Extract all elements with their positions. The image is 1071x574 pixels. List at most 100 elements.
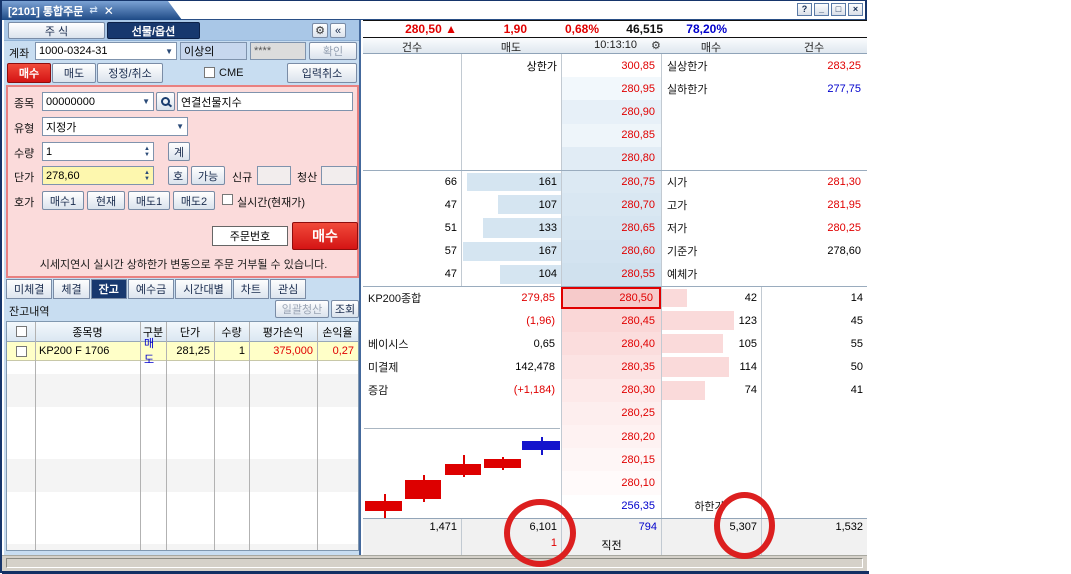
price-cell[interactable]: 280,85 — [561, 123, 661, 147]
mini-candle-chart — [364, 428, 560, 518]
price-cell[interactable]: 280,95 — [561, 77, 661, 101]
table-row[interactable]: KP200 F 1706 매도 281,25 1 375,000 0,27 — [7, 338, 358, 366]
quote-button-2[interactable]: 매도1 — [128, 191, 170, 210]
search-icon — [161, 97, 170, 106]
settings-gear-icon[interactable]: ⚙ — [312, 23, 328, 38]
limit-label-cell — [461, 146, 561, 170]
tab-buy[interactable]: 매수 — [7, 63, 51, 83]
tab-futures-options[interactable]: 선물/옵션 — [107, 22, 200, 39]
buy-header: 매수 — [700, 42, 722, 54]
price-cell[interactable]: 280,90 — [561, 100, 661, 124]
sell-volume-cell[interactable]: 167 — [461, 239, 561, 263]
code-search-button[interactable] — [156, 92, 175, 111]
price-cell[interactable]: 280,40 — [561, 332, 661, 356]
tab-balance[interactable]: 잔고 — [90, 279, 127, 299]
sell-volume-cell[interactable]: 107 — [461, 193, 561, 217]
collapse-button[interactable]: « — [330, 23, 346, 38]
cell-name: KP200 F 1706 — [39, 345, 110, 357]
order-type-select[interactable]: 지정가 ▼ — [42, 117, 188, 136]
price-stepper[interactable]: 278,60 ▲ ▼ — [42, 166, 154, 185]
tab-by-time[interactable]: 시간대별 — [175, 279, 232, 299]
limit-label-cell — [661, 471, 761, 495]
sell-volume-cell[interactable]: 161 — [461, 170, 561, 194]
price-cell[interactable]: 280,60 — [561, 239, 661, 263]
price-change: 1,90 — [503, 22, 527, 36]
quantity-stepper[interactable]: 1 ▲ ▼ — [42, 142, 154, 161]
tab-sell[interactable]: 매도 — [52, 63, 96, 83]
maximize-button[interactable]: □ — [831, 3, 846, 16]
candle-body — [484, 459, 521, 468]
tab-watch[interactable]: 관심 — [269, 279, 307, 299]
tab-close-icon[interactable]: ✕ — [103, 3, 114, 18]
price-cell[interactable]: 280,45 — [561, 309, 661, 333]
sell-count-cell — [363, 124, 461, 147]
info-value: 278,60 — [827, 245, 861, 258]
buy-volume-cell[interactable]: 105 — [661, 332, 761, 356]
select-all-checkbox[interactable] — [7, 322, 35, 341]
book-settings-gear-icon[interactable]: ⚙ — [651, 40, 661, 52]
cell-pnl: 375,000 — [273, 345, 313, 357]
info-label: 고가 — [667, 199, 688, 212]
price-cell[interactable]: 300,85 — [561, 54, 661, 78]
current-price-cell[interactable]: 280,50 — [561, 286, 661, 310]
close-button[interactable]: × — [848, 3, 863, 16]
ladder-row: 280,10 — [363, 471, 867, 495]
account-select[interactable]: 1000-0324-31 ▼ — [35, 42, 177, 60]
window-tab[interactable]: [2101] 통합주문 ⇄ ✕ — [2, 1, 182, 20]
liquidate-all-button[interactable]: 일괄청산 — [275, 300, 329, 318]
tab-deposit[interactable]: 예수금 — [127, 279, 175, 299]
sell-count-cell: 57 — [444, 245, 457, 258]
quote-button-3[interactable]: 매도2 — [173, 191, 215, 210]
info-label: 실상한가 — [667, 60, 708, 73]
up-arrow-icon: ▲ — [445, 22, 457, 36]
password-field[interactable]: **** — [250, 42, 306, 60]
price-cell[interactable]: 280,15 — [561, 448, 661, 472]
price-cell[interactable]: 280,25 — [561, 401, 661, 425]
tab-stock[interactable]: 주 식 — [8, 22, 105, 39]
available-button[interactable]: 가능 — [191, 166, 225, 185]
buy-volume-cell[interactable]: 74 — [661, 378, 761, 402]
price-cell[interactable]: 280,30 — [561, 378, 661, 402]
price-cell[interactable]: 280,20 — [561, 425, 661, 449]
price-cell[interactable]: 280,10 — [561, 471, 661, 495]
spinner-icon[interactable]: ▲ ▼ — [144, 169, 150, 182]
help-button[interactable]: ? — [797, 3, 812, 16]
sell-volume-cell[interactable]: 104 — [461, 262, 561, 286]
chevron-down-icon: ▼ — [142, 97, 150, 106]
price-cell[interactable]: 280,65 — [561, 216, 661, 240]
move-icon[interactable]: ⇄ — [89, 5, 98, 16]
row-checkbox[interactable] — [7, 342, 35, 360]
sum-button[interactable]: 계 — [168, 142, 190, 161]
buy-volume-cell[interactable]: 42 — [661, 286, 761, 310]
clear-input-button[interactable]: 입력취소 — [287, 63, 357, 83]
realtime-checkbox[interactable] — [222, 194, 233, 205]
tick-button[interactable]: 호 — [168, 166, 188, 185]
info-label: 기준가 — [667, 246, 698, 259]
confirm-button[interactable]: 확인 — [309, 42, 357, 60]
sell-volume-cell[interactable]: 133 — [461, 216, 561, 240]
buy-submit-button[interactable]: 매수 — [292, 222, 358, 250]
price-cell[interactable]: 280,70 — [561, 193, 661, 217]
code-combo[interactable]: 00000000 ▼ — [42, 92, 154, 111]
quote-button-0[interactable]: 매수1 — [42, 191, 84, 210]
info-value: 283,25 — [827, 59, 861, 72]
buy-volume-cell[interactable]: 123 — [661, 309, 761, 333]
cme-checkbox[interactable] — [204, 67, 215, 78]
price-cell[interactable]: 280,55 — [561, 262, 661, 286]
tab-chart[interactable]: 차트 — [232, 279, 269, 299]
quote-button-1[interactable]: 현재 — [87, 191, 125, 210]
minimize-button[interactable]: _ — [814, 3, 829, 16]
tab-unfilled[interactable]: 미체결 — [6, 279, 53, 299]
price-cell[interactable]: 280,35 — [561, 355, 661, 379]
sell-count-cell: 51 — [444, 221, 457, 234]
price-cell[interactable]: 280,80 — [561, 146, 661, 170]
tab-filled[interactable]: 체결 — [53, 279, 90, 299]
tab-modify-cancel[interactable]: 정정/취소 — [97, 63, 163, 83]
price-cell[interactable]: 256,35 — [561, 494, 661, 518]
price-cell[interactable]: 280,75 — [561, 170, 661, 194]
spinner-icon[interactable]: ▲ ▼ — [144, 145, 150, 158]
buy-volume-cell[interactable]: 114 — [661, 355, 761, 379]
ladder-row: 280,90 — [363, 100, 867, 124]
sell-count-cell — [363, 77, 461, 100]
query-button[interactable]: 조회 — [331, 300, 359, 318]
